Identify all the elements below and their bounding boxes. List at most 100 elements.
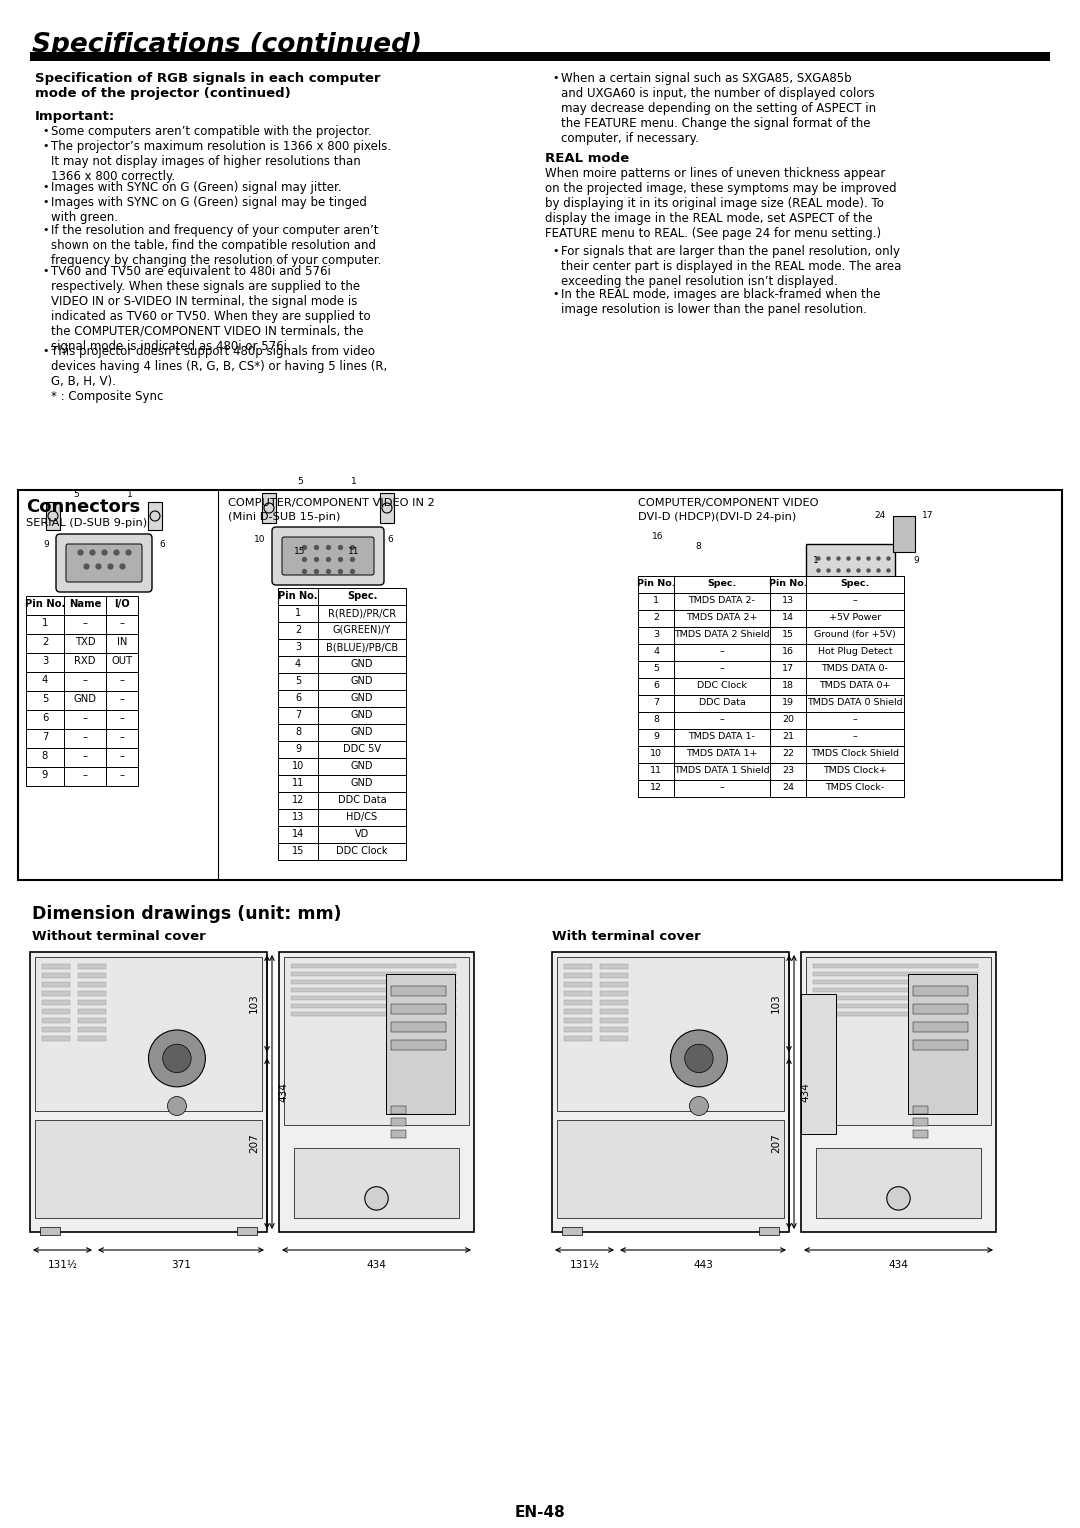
Text: 16: 16 — [782, 646, 794, 656]
Text: SERIAL (D-SUB 9-pin): SERIAL (D-SUB 9-pin) — [26, 518, 147, 529]
Text: With terminal cover: With terminal cover — [552, 931, 701, 943]
Bar — [78, 964, 106, 969]
Circle shape — [887, 1187, 910, 1210]
Text: 9: 9 — [913, 556, 919, 565]
Bar — [294, 1148, 459, 1218]
Bar — [278, 724, 406, 741]
Text: TMDS DATA 2-: TMDS DATA 2- — [689, 596, 755, 605]
Circle shape — [167, 1131, 187, 1149]
Text: 10: 10 — [254, 535, 266, 544]
Bar — [638, 610, 904, 626]
Bar — [278, 741, 406, 758]
Bar — [600, 973, 627, 978]
Text: EN-48: EN-48 — [515, 1505, 565, 1520]
Text: 5: 5 — [42, 694, 49, 704]
Bar — [564, 964, 592, 969]
Text: DVI-D (HDCP)(DVI-D 24-pin): DVI-D (HDCP)(DVI-D 24-pin) — [638, 512, 796, 523]
Text: 3: 3 — [295, 642, 301, 652]
FancyBboxPatch shape — [56, 533, 152, 591]
Bar — [148, 503, 162, 530]
Circle shape — [48, 510, 58, 521]
Text: 1: 1 — [295, 608, 301, 617]
Text: R(RED)/PR/CR: R(RED)/PR/CR — [328, 608, 396, 617]
Bar — [806, 957, 991, 1125]
Bar — [600, 1036, 627, 1041]
Text: 9: 9 — [42, 770, 49, 779]
Bar — [600, 983, 627, 987]
Text: GND: GND — [351, 659, 374, 669]
Text: 8: 8 — [42, 750, 49, 761]
Text: 1: 1 — [351, 477, 356, 486]
Bar — [914, 1022, 968, 1031]
Text: –: – — [120, 694, 124, 704]
Text: Pin No.: Pin No. — [637, 579, 675, 588]
Text: –: – — [852, 596, 858, 605]
Text: 434: 434 — [366, 1261, 387, 1270]
Circle shape — [689, 1097, 708, 1115]
Text: •: • — [42, 141, 49, 151]
Bar — [78, 973, 106, 978]
Bar — [291, 979, 456, 984]
Bar — [391, 1039, 446, 1050]
Text: GND: GND — [351, 694, 374, 703]
Text: •: • — [552, 289, 558, 299]
Text: TMDS DATA 2 Shield: TMDS DATA 2 Shield — [674, 630, 770, 639]
Bar — [30, 952, 267, 1232]
Text: Spec.: Spec. — [707, 579, 737, 588]
Text: 443: 443 — [693, 1261, 713, 1270]
Text: 3: 3 — [42, 656, 49, 666]
Text: 434: 434 — [800, 1082, 810, 1102]
Text: –: – — [719, 665, 725, 672]
Bar — [42, 1036, 70, 1041]
Text: 9: 9 — [653, 732, 659, 741]
Text: TMDS Clock Shield: TMDS Clock Shield — [811, 749, 899, 758]
Text: Pin No.: Pin No. — [769, 579, 807, 588]
Text: TXD: TXD — [75, 637, 95, 646]
Circle shape — [382, 503, 392, 513]
Text: 4: 4 — [653, 646, 659, 656]
Bar — [78, 1008, 106, 1015]
Text: TMDS DATA 0 Shield: TMDS DATA 0 Shield — [807, 698, 903, 707]
Text: 8: 8 — [696, 542, 701, 552]
Text: 8: 8 — [653, 715, 659, 724]
Bar — [278, 707, 406, 724]
Text: –: – — [120, 770, 124, 779]
Bar — [638, 746, 904, 762]
Bar — [893, 516, 915, 552]
Text: 4: 4 — [42, 675, 49, 685]
Text: 207: 207 — [771, 1134, 781, 1154]
Circle shape — [163, 1044, 191, 1073]
Bar — [35, 957, 262, 1111]
Bar — [564, 992, 592, 996]
Bar — [78, 983, 106, 987]
Text: 11: 11 — [650, 766, 662, 775]
Text: 4: 4 — [295, 659, 301, 669]
Text: If the resolution and frequency of your computer aren’t
shown on the table, find: If the resolution and frequency of your … — [51, 225, 381, 267]
Text: DDC Clock: DDC Clock — [336, 847, 388, 856]
Text: 6: 6 — [159, 539, 165, 549]
Bar — [278, 622, 406, 639]
Circle shape — [689, 1131, 708, 1149]
Bar — [914, 986, 968, 996]
Text: TMDS DATA 0-: TMDS DATA 0- — [822, 665, 889, 672]
Bar — [391, 1131, 406, 1138]
Bar — [278, 808, 406, 827]
Text: 7: 7 — [42, 732, 49, 743]
FancyBboxPatch shape — [806, 544, 895, 581]
Bar — [78, 1036, 106, 1041]
Bar — [564, 983, 592, 987]
Text: GND: GND — [351, 675, 374, 686]
Bar — [42, 983, 70, 987]
Text: 1: 1 — [813, 556, 819, 565]
Bar — [638, 729, 904, 746]
Bar — [46, 503, 60, 530]
Bar — [278, 639, 406, 656]
Text: Connectors: Connectors — [26, 498, 140, 516]
Bar — [279, 952, 474, 1232]
Bar — [638, 779, 904, 798]
Text: 9: 9 — [43, 539, 49, 549]
Text: 17: 17 — [782, 665, 794, 672]
Bar — [638, 762, 904, 779]
Bar — [26, 652, 138, 672]
Text: Pin No.: Pin No. — [279, 591, 318, 601]
